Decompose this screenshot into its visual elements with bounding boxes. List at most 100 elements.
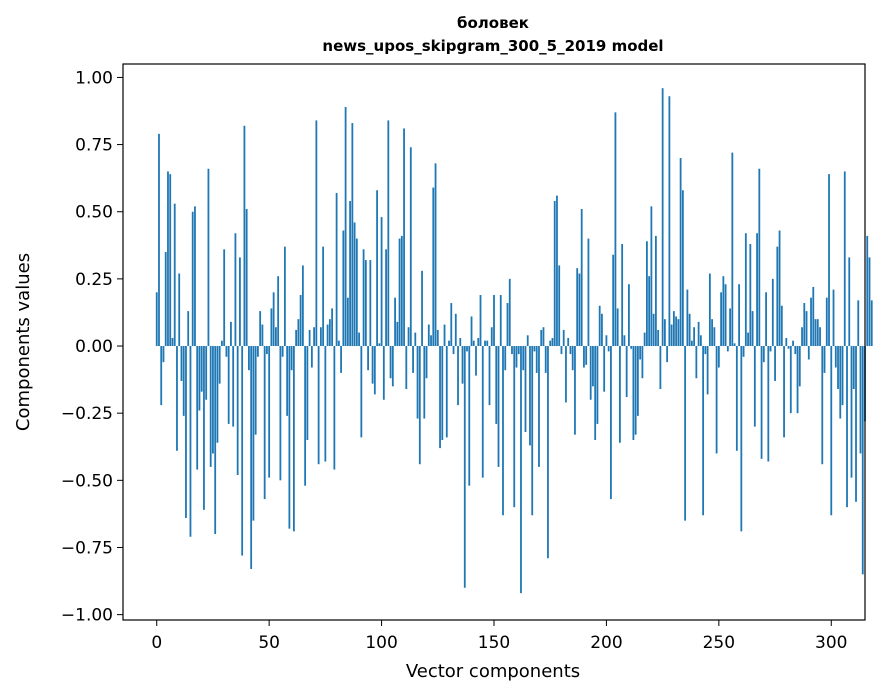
bar-219 [648,276,651,347]
bar-178 [556,195,558,347]
y-tick-label: −0.50 [61,471,113,491]
bar-220 [650,206,653,347]
bar-37 [239,257,241,347]
bar-171 [540,329,543,347]
bar-195 [594,346,597,441]
bar-313 [859,346,862,454]
bar-306 [843,171,846,347]
bar-139 [468,346,471,486]
bar-113 [409,147,412,347]
bar-163 [522,346,525,371]
bar-317 [868,257,871,347]
bar-249 [715,346,718,454]
bar-70 [313,327,316,347]
bar-27 [216,346,219,443]
bar-228 [668,96,671,347]
bar-42 [250,346,253,569]
bar-215 [639,346,642,360]
bar-190 [583,346,585,368]
bar-99 [378,343,381,347]
bar-157 [508,278,511,347]
bar-25 [212,346,214,454]
bar-102 [385,249,387,347]
y-tick-label: 1.00 [75,68,113,88]
bar-307 [846,346,848,508]
bar-267 [756,233,758,347]
bar-83 [342,230,345,347]
bar-90 [358,332,360,347]
bar-145 [481,346,484,478]
bar-146 [484,340,486,347]
bar-154 [502,346,504,516]
bar-73 [319,327,322,347]
bar-284 [794,346,797,355]
x-tick-label: 100 [365,633,397,653]
bar-202 [610,346,612,500]
bar-132 [452,346,455,355]
x-tick-label: 150 [478,633,510,653]
bar-293 [814,319,817,347]
bar-104 [389,346,392,379]
bar-5 [167,171,169,347]
bar-44 [254,346,257,435]
bar-136 [461,346,464,384]
bar-49 [266,346,268,355]
bar-301 [832,289,835,347]
bar-183 [567,337,570,347]
bar-312 [857,300,860,347]
bar-186 [574,346,576,435]
bar-247 [711,319,713,347]
bar-124 [434,163,437,347]
bar-50 [268,346,271,478]
bar-254 [726,346,729,352]
bar-17 [194,206,196,347]
bar-19 [198,346,201,411]
bar-144 [479,295,482,347]
bar-261 [742,346,745,357]
bar-242 [699,335,702,347]
bar-101 [382,346,385,400]
bar-84 [344,106,347,347]
bar-314 [861,346,864,575]
bar-263 [747,332,749,347]
bar-277 [778,230,781,347]
bar-18 [196,346,199,470]
bar-275 [774,346,776,381]
bar-270 [762,346,765,363]
bar-75 [324,346,327,462]
bar-36 [236,346,239,475]
x-tick-label: 200 [590,633,622,653]
y-tick-label: 0.25 [75,270,113,290]
bar-38 [241,346,244,556]
y-axis-ticks: −1.00 −0.75 −0.50 −0.25 0.00 0.25 0.50 0.75 1.00 [61,68,123,626]
x-tick-label: 50 [258,633,280,653]
bar-123 [432,187,435,347]
bar-4 [164,252,167,347]
bar-285 [796,346,799,414]
bar-61 [292,346,295,532]
bar-288 [803,303,806,347]
bar-199 [603,346,606,392]
bar-103 [387,120,390,347]
bar-265 [751,311,754,347]
bar-200 [605,335,608,347]
bar-94 [367,346,369,371]
bar-168 [533,346,536,352]
bar-93 [364,260,367,347]
bar-10 [178,273,181,347]
bar-6 [169,174,172,347]
bar-28 [218,346,221,384]
bar-260 [740,346,743,532]
bar-81 [337,340,340,347]
bar-0 [155,292,158,347]
bar-162 [520,346,522,594]
bar-138 [466,346,468,352]
bar-74 [322,246,325,347]
bar-227 [666,346,669,363]
bar-2 [160,346,163,406]
y-axis-label: Components values [13,253,34,431]
bar-52 [272,292,275,347]
bar-298 [825,297,828,347]
chart-title-line1: боловек [457,14,529,32]
bar-80 [335,192,338,347]
